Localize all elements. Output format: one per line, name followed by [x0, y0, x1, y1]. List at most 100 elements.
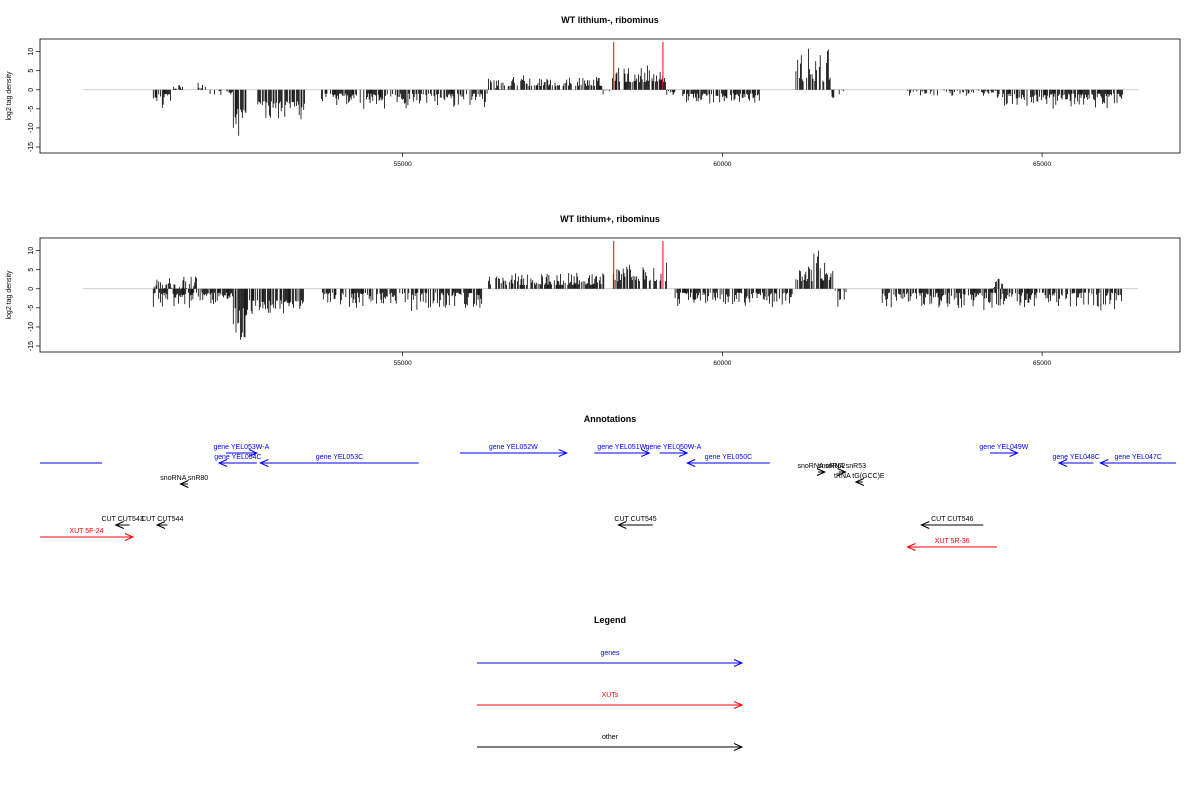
annotation-label: gene YEL053W-A	[213, 444, 269, 451]
arrow-head	[685, 459, 696, 467]
annotation-feature: CUT CUT545	[614, 516, 657, 529]
legend-label: genes	[600, 650, 620, 657]
arrow-head	[1009, 449, 1019, 457]
legend-panel: Legend genes XUTs other	[477, 615, 744, 751]
track-panel-lithium-minus: WT lithium-, ribominus log2 tag density …	[6, 15, 1181, 168]
annotation-label: gene YEL048C	[1052, 454, 1099, 461]
arrow-head	[217, 459, 228, 467]
annotation-label: gene YEL051W	[597, 444, 646, 451]
legend-label: other	[602, 734, 619, 741]
arrow-head	[854, 478, 865, 486]
density-bars	[152, 250, 1122, 340]
annotation-feature: gene YEL054C	[214, 454, 262, 467]
annotation-label: tRNA tG(GCC)E	[834, 473, 885, 480]
legend-label: XUTs	[602, 692, 619, 699]
arrow-head	[617, 521, 627, 529]
track-panel-lithium-plus: WT lithium+, ribominus log2 tag density …	[6, 214, 1181, 367]
annotation-feature: gene YEL051W	[594, 444, 651, 457]
annotation-label: gene YEL050W-A	[646, 444, 702, 451]
legend-title: Legend	[594, 615, 626, 625]
annotation-feature: snoRNA snR80	[160, 475, 208, 488]
annotation-label: CUT CUT544	[141, 516, 183, 523]
y-tick-label: -15	[28, 142, 35, 152]
plot-frame	[39, 237, 1181, 353]
y-tick-label: 10	[28, 48, 35, 56]
annotation-feature: XUT 5F-24	[40, 528, 135, 541]
y-axis-label: log2 tag density	[6, 270, 13, 320]
arrow-head	[124, 533, 135, 541]
annotation-feature: gene YEL053C	[259, 454, 419, 467]
legend-item: genes	[477, 650, 744, 667]
annotation-label: CUT CUT543	[101, 516, 143, 523]
annotation-label: XUT 5R-36	[935, 538, 970, 545]
annotation-feature: CUT CUT546	[920, 516, 984, 529]
plot-frame	[39, 38, 1181, 154]
y-tick-label: 0	[28, 287, 35, 291]
arrow-head	[1057, 459, 1068, 467]
annotation-feature: XUT 5R-36	[906, 538, 997, 551]
annotation-feature: snoRNA snR62	[798, 463, 845, 476]
annotation-label: gene YEL053C	[316, 454, 363, 461]
annotation-feature: CUT CUT544	[141, 516, 183, 529]
arrow-head	[733, 659, 744, 667]
annotation-label: gene YEL047C	[1114, 454, 1161, 461]
annotation-feature: gene YEL053W-A	[213, 444, 270, 457]
arrow-head	[248, 449, 259, 457]
annotation-feature: gene YEL048C	[1052, 454, 1100, 467]
annotation-feature: gene YEL049W	[979, 444, 1029, 457]
annotation-label: CUT CUT545	[614, 516, 656, 523]
legend-item: XUTs	[477, 692, 744, 709]
annotation-label: snoRNA snR53	[818, 463, 866, 470]
annotation-label: gene YEL052W	[489, 444, 538, 451]
arrow-head	[1099, 459, 1109, 467]
arrow-head	[733, 701, 744, 709]
x-tick-label: 60000	[713, 360, 731, 367]
annotation-label: CUT CUT546	[931, 516, 973, 523]
y-tick-label: -10	[28, 123, 35, 133]
x-tick-label: 65000	[1033, 360, 1051, 367]
annotation-feature: gene YEL047C	[1099, 454, 1176, 467]
x-tick-label: 55000	[394, 360, 412, 367]
arrow-head	[837, 468, 847, 476]
annotation-feature: gene YEL050W-A	[646, 444, 702, 457]
annotation-label: gene YEL054C	[214, 454, 261, 461]
annotation-feature: snoRNA snR53	[818, 463, 866, 476]
arrow-head	[678, 449, 689, 457]
y-tick-label: -15	[28, 341, 35, 351]
x-tick-label: 55000	[394, 161, 412, 168]
annotation-label: gene YEL050C	[705, 454, 752, 461]
arrow-head	[641, 449, 651, 457]
y-tick-label: 5	[28, 69, 35, 73]
annotations-panel: Annotations gene YEL053W-A gene YEL054C ge…	[40, 414, 1176, 551]
y-tick-label: -10	[28, 322, 35, 332]
y-tick-label: 0	[28, 88, 35, 92]
arrow-head	[733, 743, 744, 751]
arrow-head	[114, 521, 124, 529]
arrow-head	[920, 521, 930, 529]
annotation-label: XUT 5F-24	[69, 528, 103, 535]
x-tick-label: 65000	[1033, 161, 1051, 168]
arrow-head	[179, 480, 189, 488]
annotation-label: gene YEL049W	[979, 444, 1028, 451]
panel-title: WT lithium-, ribominus	[561, 15, 659, 25]
annotation-feature: gene YEL052W	[459, 444, 568, 457]
annotations-title: Annotations	[584, 414, 637, 424]
y-tick-label: 10	[28, 247, 35, 255]
arrow-head	[155, 521, 166, 529]
arrow-head	[558, 449, 568, 457]
density-bars	[152, 48, 1123, 136]
legend-item: other	[477, 734, 744, 751]
y-axis-label: log2 tag density	[6, 71, 13, 121]
annotation-label: snoRNA snR80	[160, 475, 208, 482]
arrow-head	[816, 468, 827, 476]
y-tick-label: -5	[28, 305, 35, 311]
arrow-head	[259, 459, 269, 467]
panel-title: WT lithium+, ribominus	[560, 214, 660, 224]
y-tick-label: -5	[28, 106, 35, 112]
annotation-feature: CUT CUT543	[101, 516, 144, 529]
y-tick-label: 5	[28, 268, 35, 272]
annotation-feature: gene YEL050C	[685, 454, 770, 467]
x-tick-label: 60000	[713, 161, 731, 168]
